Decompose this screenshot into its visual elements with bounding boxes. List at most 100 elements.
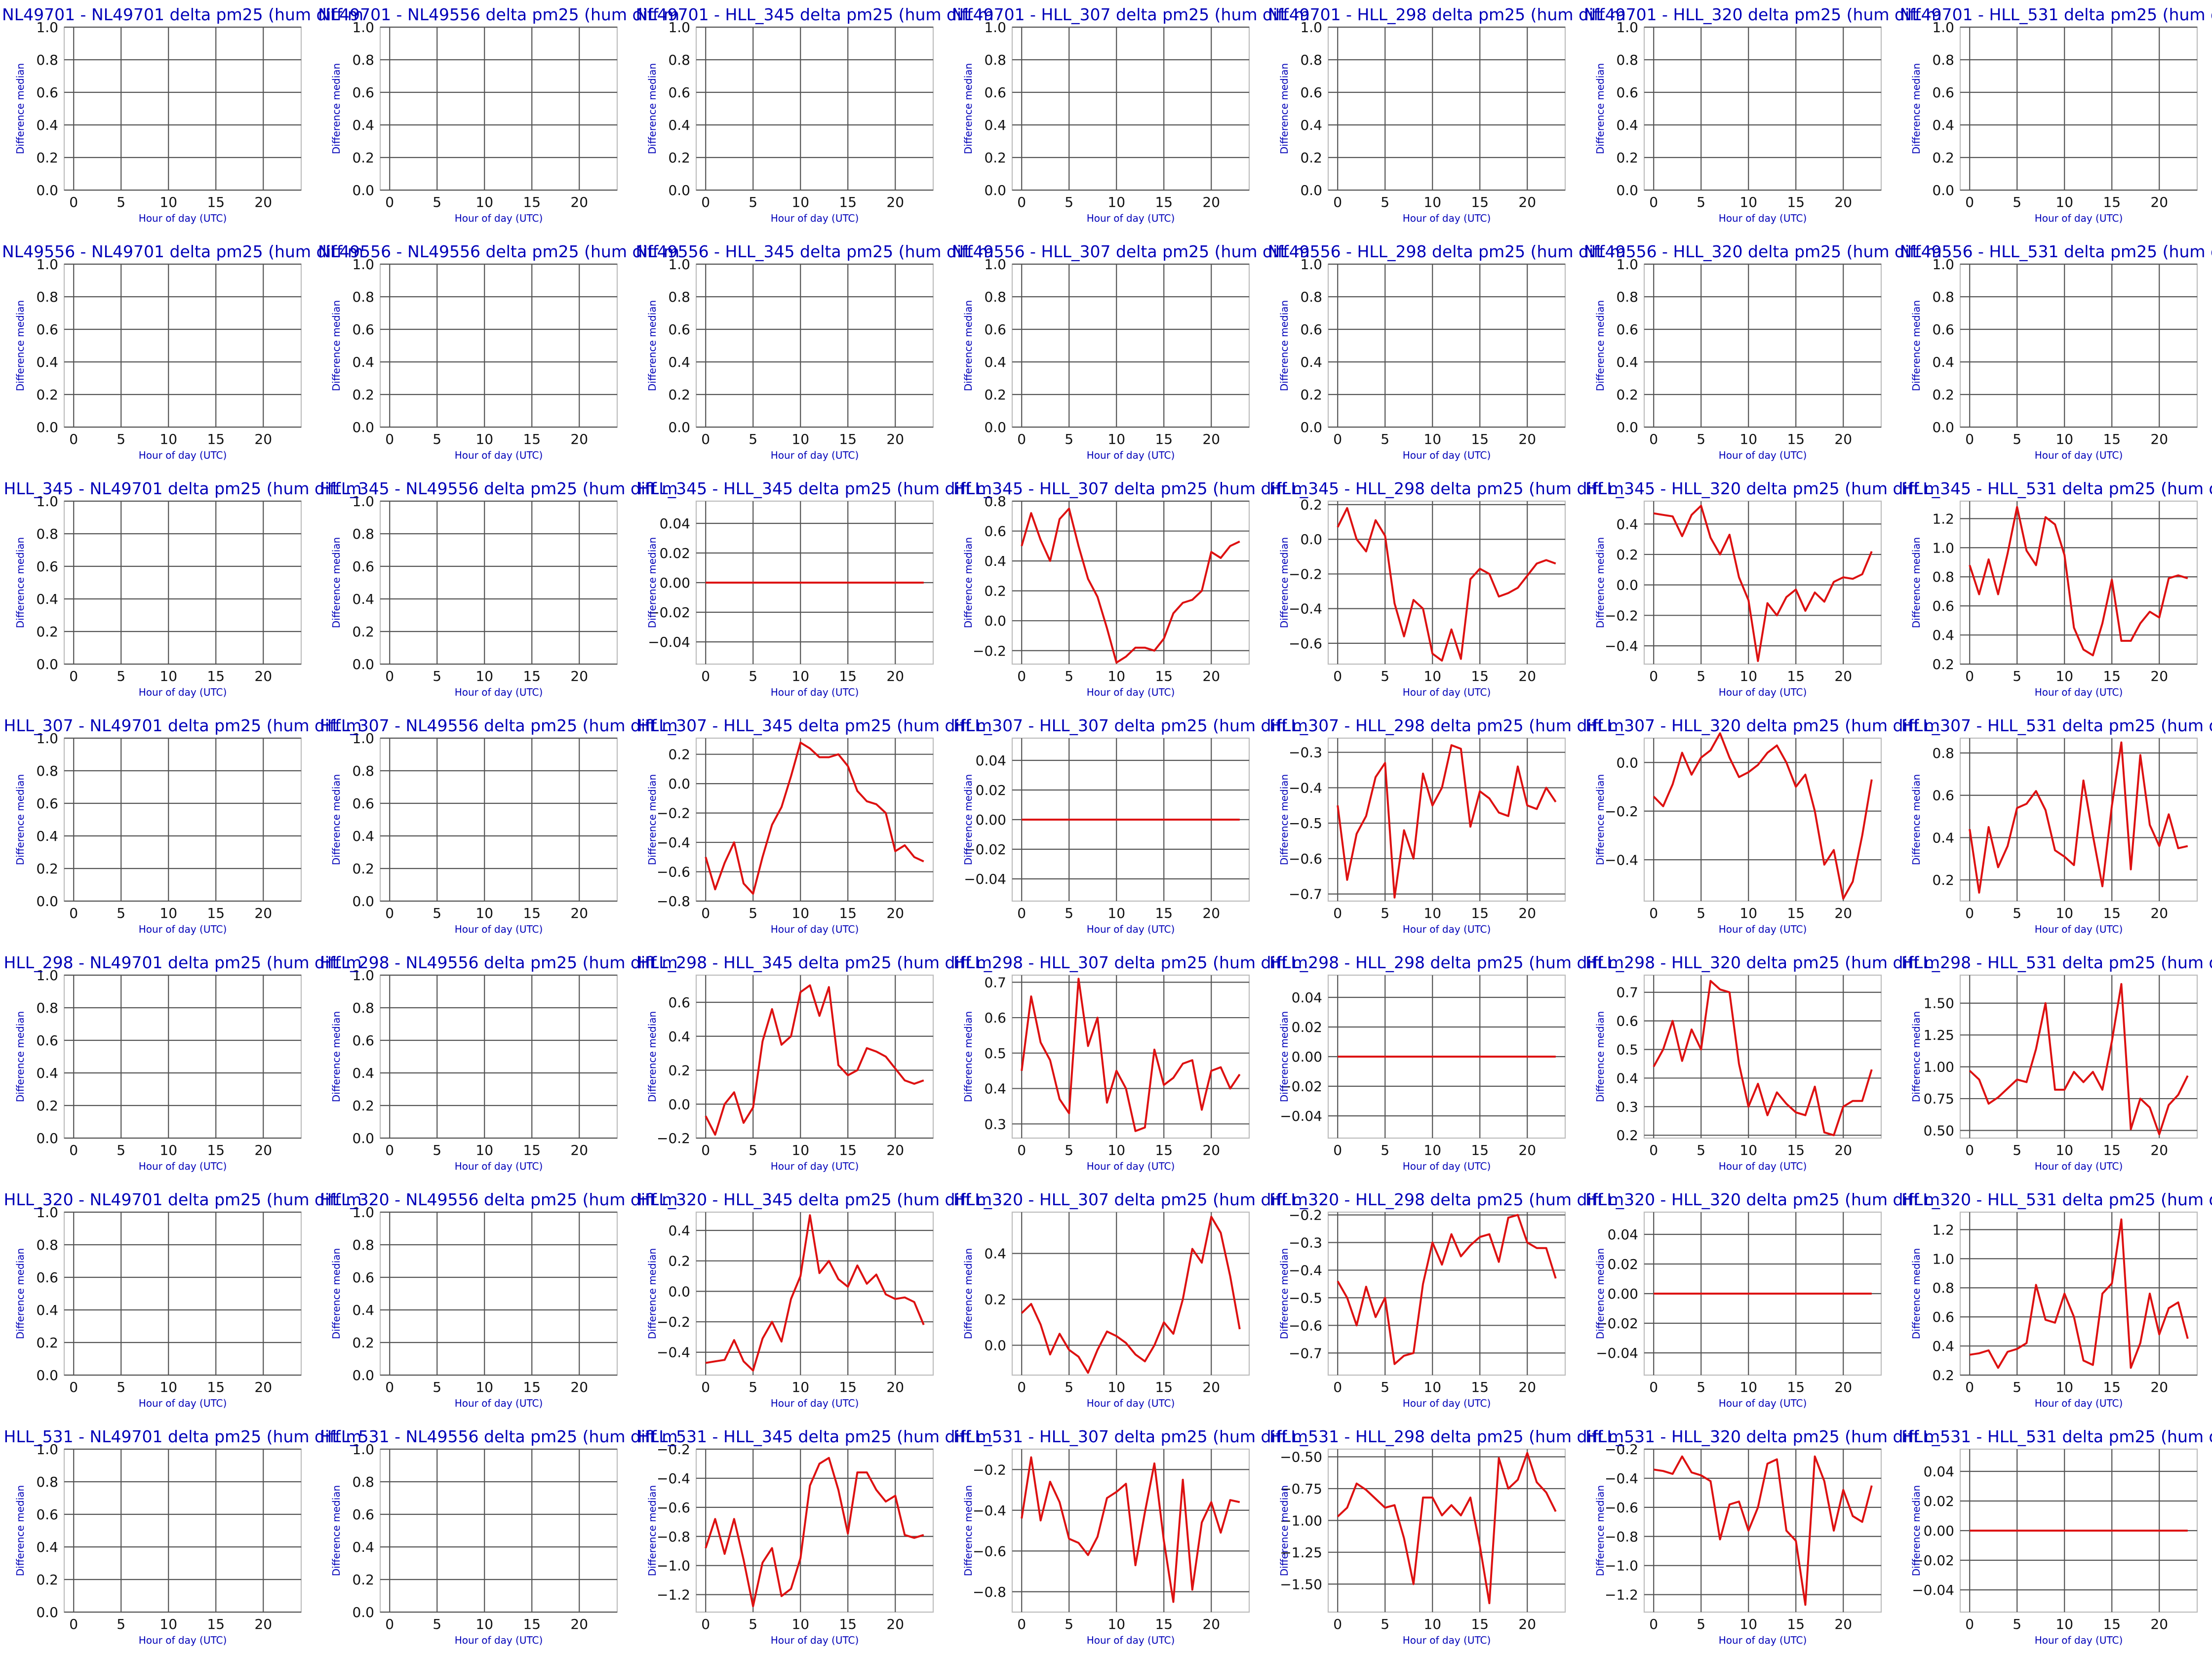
y-axis-label: Difference median <box>962 63 974 154</box>
x-tick-label: 10 <box>159 194 177 210</box>
x-tick-label: 15 <box>1155 905 1173 921</box>
y-tick-label: 0.8 <box>36 763 58 779</box>
y-tick-label: 0.2 <box>1932 387 1954 403</box>
x-tick-label: 10 <box>159 1379 177 1395</box>
x-tick-label: 20 <box>1202 1379 1220 1395</box>
y-tick-label: 0.2 <box>1616 547 1638 563</box>
y-tick-label: 0.2 <box>36 861 58 877</box>
x-axis-label: Hour of day (UTC) <box>771 1634 859 1646</box>
x-tick-label: 10 <box>159 905 177 921</box>
y-axis-label: Difference median <box>962 1248 974 1339</box>
y-axis-label: Difference median <box>1278 1248 1290 1339</box>
y-tick-label: −0.04 <box>1596 1345 1638 1361</box>
x-tick-label: 15 <box>2103 1379 2121 1395</box>
x-tick-label: 10 <box>791 905 809 921</box>
y-tick-label: −0.4 <box>1605 638 1638 654</box>
x-tick-label: 5 <box>1697 194 1705 210</box>
x-tick-label: 0 <box>1965 1142 1974 1158</box>
y-axis-label: Difference median <box>14 774 26 865</box>
x-tick-label: 15 <box>1155 1616 1173 1632</box>
series-line <box>1337 1214 1557 1365</box>
y-tick-label: −0.4 <box>973 1502 1006 1519</box>
y-axis-label: Difference median <box>962 774 974 865</box>
panel-title: NL49701 - HLL_345 delta pm25 (hum diff m <box>636 5 994 24</box>
plot-area <box>1011 500 1250 665</box>
y-tick-label: 1.0 <box>36 256 58 273</box>
y-tick-label: 0.4 <box>1300 117 1322 133</box>
y-axis-label: Difference median <box>14 300 26 391</box>
panel: 0 5 10 15 20 −0.7 −0.6 −0.5 −0.4 −0.3 HLL_307 - HL… <box>1269 716 1624 935</box>
y-tick-label: 0.0 <box>352 1367 374 1383</box>
panel-title: HLL_320 - NL49556 delta pm25 (hum diff m <box>320 1190 678 1209</box>
panel-title: HLL_531 - NL49701 delta pm25 (hum diff m <box>4 1427 362 1446</box>
panel: 0 5 10 15 20 0.2 0.3 0.4 0.5 0.6 0.7 HLL_298 - HLL_… <box>1585 953 1940 1172</box>
series-line <box>705 1457 924 1608</box>
y-tick-label: 0.6 <box>36 558 58 575</box>
y-tick-label: 0.6 <box>36 1032 58 1049</box>
x-tick-label: 10 <box>2055 668 2073 684</box>
series-line <box>1653 980 1873 1137</box>
x-tick-label: 0 <box>1333 1142 1342 1158</box>
plot-area <box>1327 263 1566 428</box>
y-tick-label: −0.8 <box>657 1529 690 1545</box>
y-tick-label: 0.0 <box>1616 419 1638 435</box>
y-tick-label: 0.02 <box>1924 1493 1954 1509</box>
x-tick-label: 0 <box>701 1616 710 1632</box>
x-tick-label: 20 <box>1834 668 1852 684</box>
panel-title: HLL_298 - HLL_320 delta pm25 (hum diff m <box>1585 953 1940 972</box>
y-tick-label: 0.4 <box>36 828 58 844</box>
x-tick-label: 15 <box>523 1616 541 1632</box>
y-tick-label: 0.8 <box>352 1000 374 1016</box>
plot-area <box>1959 263 2198 428</box>
y-tick-label: 0.6 <box>1616 321 1638 338</box>
x-tick-label: 15 <box>1471 431 1489 447</box>
y-tick-label: 0.6 <box>668 321 690 338</box>
x-tick-label: 5 <box>749 668 757 684</box>
x-tick-label: 20 <box>1202 668 1220 684</box>
x-tick-label: 15 <box>2103 905 2121 921</box>
y-tick-label: 0.2 <box>352 1098 374 1114</box>
y-tick-label: 0.8 <box>668 52 690 68</box>
y-tick-label: 0.02 <box>1608 1256 1638 1272</box>
x-tick-label: 0 <box>1965 194 1974 210</box>
y-tick-label: −0.04 <box>964 871 1006 887</box>
x-tick-label: 20 <box>886 1616 904 1632</box>
x-tick-label: 10 <box>1107 1142 1125 1158</box>
plot-area <box>379 26 618 191</box>
panel: 0 5 10 15 20 0.0 0.2 0.4 HLL_320 - HLL_307 delta… <box>953 1190 1308 1409</box>
x-tick-label: 10 <box>159 1616 177 1632</box>
x-tick-label: 10 <box>1107 1616 1125 1632</box>
x-tick-label: 15 <box>1155 431 1173 447</box>
series-line <box>705 984 924 1136</box>
x-tick-label: 5 <box>117 1142 125 1158</box>
panel-title: HLL_307 - NL49556 delta pm25 (hum diff m <box>320 716 678 735</box>
y-tick-label: 0.6 <box>36 1506 58 1523</box>
x-tick-label: 10 <box>2055 905 2073 921</box>
y-axis-label: Difference median <box>330 1011 342 1102</box>
x-tick-label: 20 <box>1202 1616 1220 1632</box>
y-tick-label: 0.0 <box>1300 419 1322 435</box>
x-axis-label: Hour of day (UTC) <box>1403 212 1491 224</box>
x-tick-label: 20 <box>254 1142 272 1158</box>
y-tick-label: −0.2 <box>657 805 690 822</box>
y-tick-label: 0.0 <box>1616 577 1638 593</box>
x-tick-label: 20 <box>1834 905 1852 921</box>
y-tick-label: 1.0 <box>36 493 58 510</box>
x-tick-label: 10 <box>1423 1379 1441 1395</box>
y-tick-label: 0.8 <box>352 52 374 68</box>
x-tick-label: 5 <box>117 1379 125 1395</box>
y-tick-label: 0.4 <box>984 354 1006 370</box>
x-tick-label: 0 <box>1965 1616 1974 1632</box>
x-tick-label: 15 <box>523 431 541 447</box>
x-axis-label: Hour of day (UTC) <box>1719 212 1807 224</box>
x-tick-label: 5 <box>749 1379 757 1395</box>
y-tick-label: −0.6 <box>1289 635 1322 652</box>
y-tick-label: 0.8 <box>36 526 58 542</box>
x-tick-label: 10 <box>475 1379 493 1395</box>
y-tick-label: 1.00 <box>1924 1059 1954 1075</box>
x-tick-label: 5 <box>1381 1142 1389 1158</box>
y-tick-label: −1.25 <box>1280 1544 1322 1561</box>
x-tick-label: 5 <box>1065 1142 1073 1158</box>
